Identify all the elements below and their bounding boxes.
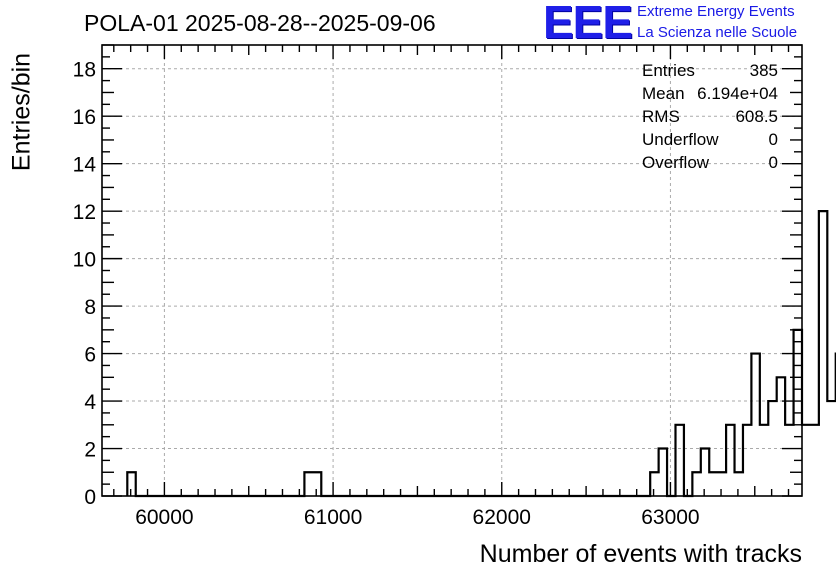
histogram-bin <box>819 211 827 496</box>
stat-label: Underflow <box>642 130 719 149</box>
y-tick-label: 6 <box>84 344 96 367</box>
y-tick-label: 2 <box>84 439 96 462</box>
stat-row-overflow: Overflow 0 <box>642 151 778 174</box>
histogram-bin <box>726 425 734 496</box>
stat-row-underflow: Underflow 0 <box>642 128 778 151</box>
histogram-bin <box>650 472 658 496</box>
histogram-bin <box>692 472 700 496</box>
stat-value: 608.5 <box>735 107 778 126</box>
y-axis-label: Entries/bin <box>7 52 36 172</box>
histogram-bin <box>777 377 785 496</box>
histogram-bin <box>802 425 810 496</box>
y-tick-label: 14 <box>73 154 97 177</box>
histogram-bin <box>743 425 751 496</box>
histogram-bin <box>127 472 135 496</box>
y-tick-label: 8 <box>84 296 96 319</box>
stats-box: Entries 385 Mean 6.194e+04 RMS 608.5 Und… <box>642 59 778 174</box>
eee-logo: EEE <box>543 0 633 48</box>
logo-line-scienza-scuole: La Scienza nelle Scuole <box>637 24 798 41</box>
stat-row-rms: RMS 608.5 <box>642 105 778 128</box>
histogram-bin <box>709 472 717 496</box>
y-tick-label: 4 <box>84 391 96 414</box>
stat-value: 385 <box>749 61 778 80</box>
histogram-bin <box>785 425 793 496</box>
stat-row-mean: Mean 6.194e+04 <box>642 82 778 105</box>
histogram-bin <box>735 472 743 496</box>
y-tick-label: 0 <box>84 486 96 509</box>
stat-value: 6.194e+04 <box>697 84 778 103</box>
chart-title: POLA-01 2025-08-28--2025-09-06 <box>84 10 436 36</box>
histogram-bin <box>760 425 768 496</box>
histogram-bin <box>313 472 321 496</box>
x-tick-label: 62000 <box>473 506 531 529</box>
stat-label: Mean <box>642 84 685 103</box>
histogram-bin <box>304 472 312 496</box>
y-tick-label: 12 <box>73 201 96 224</box>
histogram-bin <box>718 472 726 496</box>
x-axis-label: Number of events with tracks <box>479 540 802 568</box>
stat-label: RMS <box>642 107 680 126</box>
stat-row-entries: Entries 385 <box>642 59 778 82</box>
stat-label: Entries <box>642 61 695 80</box>
histogram-bin <box>659 449 667 496</box>
y-tick-label: 16 <box>73 106 96 129</box>
y-tick-label: 18 <box>73 59 96 82</box>
x-tick-label: 60000 <box>135 506 193 529</box>
stat-value: 0 <box>768 153 778 172</box>
y-tick-label: 10 <box>73 249 96 272</box>
histogram-bin <box>675 425 683 496</box>
logo-line-extreme-energy-events: Extreme Energy Events <box>637 3 795 20</box>
x-tick-label: 61000 <box>304 506 362 529</box>
stat-label: Overflow <box>642 153 710 172</box>
histogram-bin <box>701 449 709 496</box>
histogram-bin <box>827 401 835 496</box>
x-tick-label: 63000 <box>641 506 699 529</box>
histogram-bin <box>810 425 818 496</box>
histogram-bin <box>751 354 759 496</box>
stat-value: 0 <box>768 130 778 149</box>
